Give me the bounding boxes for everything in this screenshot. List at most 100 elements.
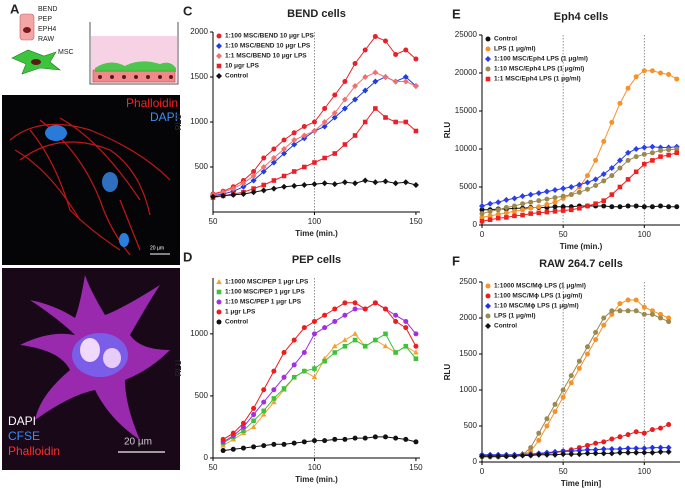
marker xyxy=(281,173,287,179)
y-tick-label: 1000 xyxy=(459,385,477,394)
marker xyxy=(601,439,607,445)
marker xyxy=(503,205,509,211)
marker xyxy=(479,207,485,213)
marker xyxy=(641,151,647,157)
chart-title: PEP cells xyxy=(292,254,341,266)
y-axis-label: RLU xyxy=(443,122,452,139)
marker xyxy=(560,387,566,393)
scale-label: 20 µm xyxy=(124,437,152,448)
marker xyxy=(260,168,267,175)
legend-label: 1:100 MSC/PEP 1 μgr LPS xyxy=(225,289,305,296)
marker xyxy=(392,180,399,187)
marker xyxy=(393,435,399,441)
marker xyxy=(403,325,409,331)
marker xyxy=(402,74,409,80)
marker xyxy=(291,130,297,136)
marker xyxy=(251,418,256,424)
legend-label: Control xyxy=(494,323,517,330)
marker xyxy=(331,110,338,116)
marker xyxy=(519,193,526,200)
marker xyxy=(413,349,419,355)
marker xyxy=(403,343,409,349)
marker xyxy=(322,155,327,161)
marker xyxy=(616,449,623,456)
marker xyxy=(544,416,550,422)
marker xyxy=(625,445,632,452)
chart-title: BEND cells xyxy=(287,8,346,20)
marker xyxy=(251,405,257,411)
marker xyxy=(552,451,559,458)
marker xyxy=(281,137,287,143)
x-tick-label: 50 xyxy=(209,463,218,472)
marker xyxy=(220,448,226,454)
nucleus xyxy=(103,348,121,368)
marker xyxy=(382,74,389,80)
marker xyxy=(311,318,317,324)
marker xyxy=(332,151,338,156)
marker xyxy=(609,436,615,442)
marker xyxy=(560,451,567,458)
marker xyxy=(560,193,566,199)
y-axis-label: RLU xyxy=(174,360,183,377)
marker xyxy=(321,123,328,130)
marker xyxy=(674,204,680,210)
series-line xyxy=(222,333,417,447)
marker xyxy=(666,422,672,428)
marker xyxy=(331,181,338,188)
marker xyxy=(568,184,575,190)
marker xyxy=(641,430,647,436)
marker xyxy=(593,329,599,335)
marker xyxy=(270,155,277,161)
marker xyxy=(584,173,590,179)
legend-label: 1 μgr LPS xyxy=(225,309,256,316)
marker xyxy=(291,375,297,380)
marker xyxy=(362,74,369,80)
marker xyxy=(291,362,297,368)
y-tick-label: 500 xyxy=(195,391,209,400)
legend-marker xyxy=(216,279,222,284)
marker xyxy=(616,446,623,453)
marker xyxy=(230,191,237,198)
marker xyxy=(352,306,358,312)
marker xyxy=(568,207,574,213)
x-tick-label: 100 xyxy=(638,230,652,239)
marker xyxy=(240,191,247,197)
marker xyxy=(240,424,246,430)
marker xyxy=(633,154,639,160)
marker xyxy=(261,387,267,393)
marker xyxy=(552,199,558,205)
marker xyxy=(321,119,328,125)
marker xyxy=(372,78,379,85)
marker xyxy=(270,185,277,192)
marker xyxy=(600,450,607,457)
marker xyxy=(332,350,338,355)
marker xyxy=(576,447,583,454)
marker xyxy=(373,106,378,111)
y-tick-label: 15000 xyxy=(455,106,478,115)
y-tick-label: 2000 xyxy=(459,313,477,322)
legend-label: Control xyxy=(225,319,248,326)
legend-marker xyxy=(485,313,491,319)
marker xyxy=(649,68,655,74)
marker xyxy=(291,337,297,343)
nucleus xyxy=(45,125,67,141)
marker xyxy=(281,441,287,447)
marker xyxy=(592,446,599,453)
marker xyxy=(362,435,368,441)
y-tick-label: 1000 xyxy=(190,117,208,126)
legend-marker xyxy=(216,33,222,39)
marker xyxy=(479,211,485,217)
marker xyxy=(658,425,664,431)
legend-marker xyxy=(485,36,491,42)
marker xyxy=(666,72,672,78)
series-line xyxy=(482,310,669,458)
marker xyxy=(641,204,647,210)
marker xyxy=(592,176,599,183)
marker xyxy=(271,441,277,447)
dish xyxy=(89,22,179,85)
marker xyxy=(666,152,671,158)
marker xyxy=(609,192,615,197)
marker xyxy=(341,96,348,103)
marker xyxy=(649,204,655,210)
y-tick-label: 0 xyxy=(473,457,478,466)
